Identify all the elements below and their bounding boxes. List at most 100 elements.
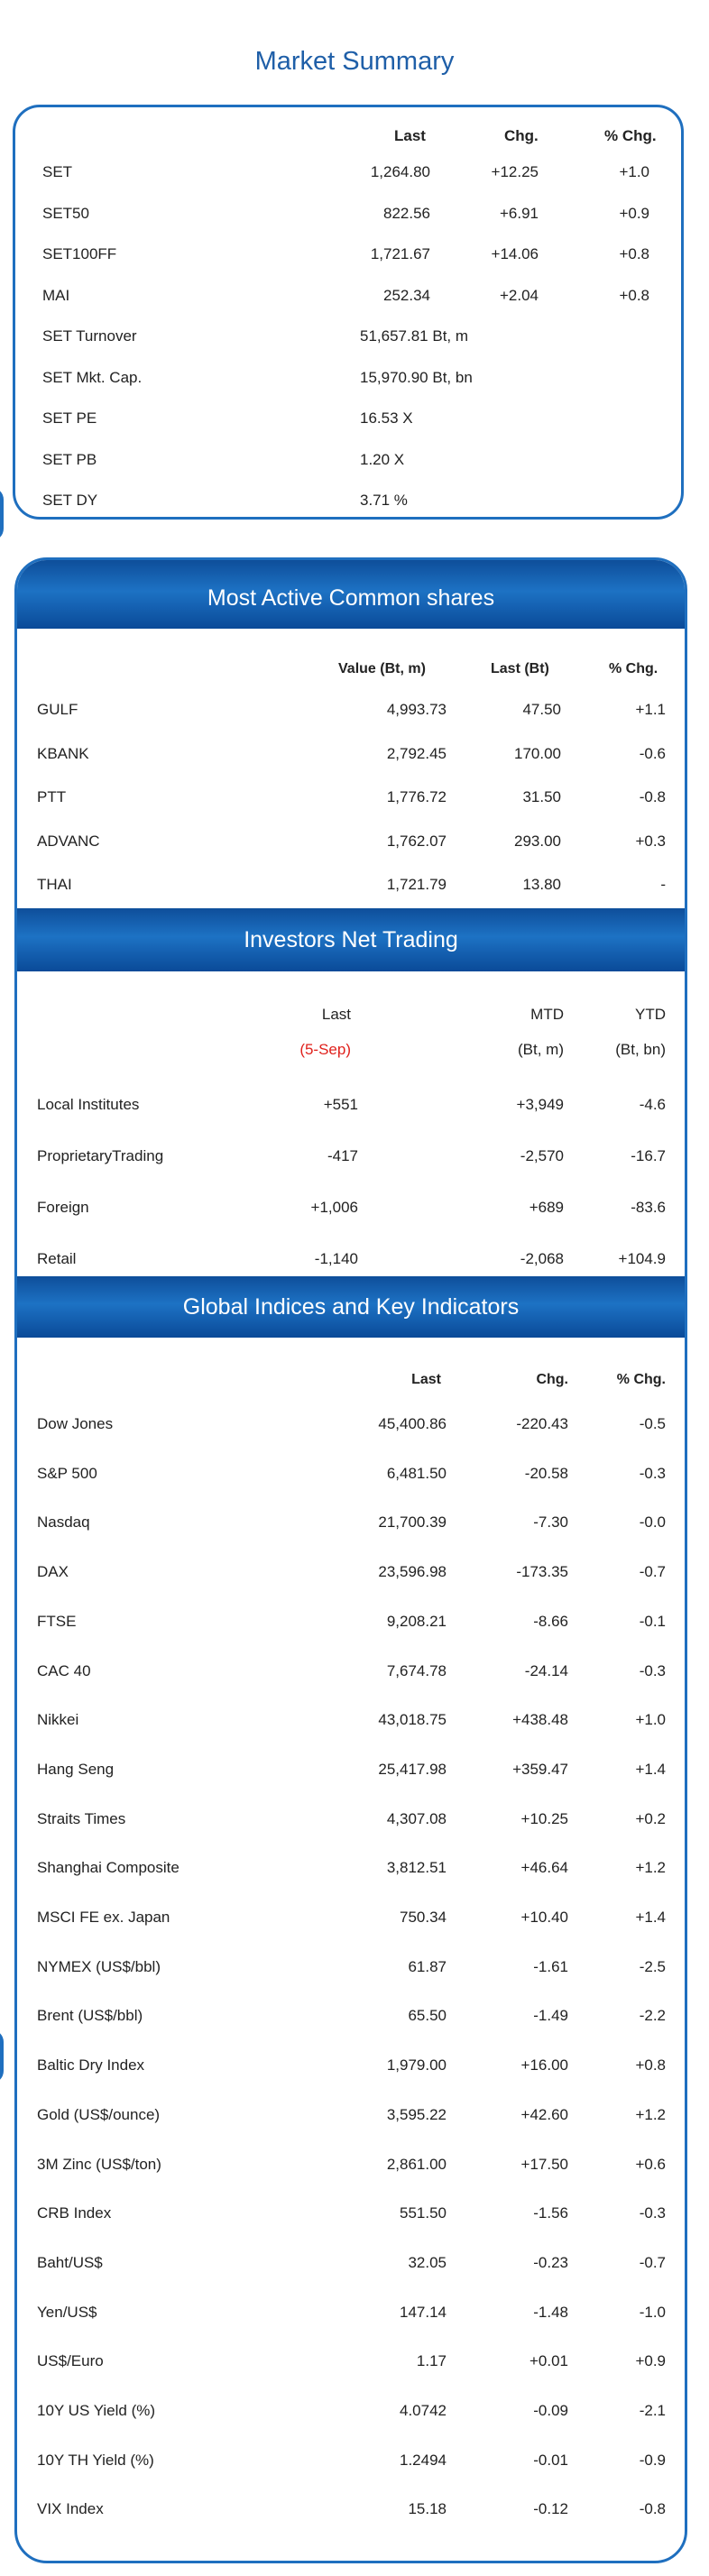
table-row: KBANK 2,792.45 170.00 -0.6: [17, 745, 685, 763]
row-chg: -173.35: [516, 1563, 568, 1581]
row-name: SET Mkt. Cap.: [42, 368, 143, 386]
table-row: CRB Index 551.50 -1.56 -0.3: [17, 2204, 685, 2222]
row-chg: -1.56: [533, 2204, 568, 2222]
market-summary-header: Last Chg. % Chg.: [15, 127, 681, 145]
table-row: SET 1,264.80 +12.25 +1.0: [15, 163, 681, 181]
row-value: 1,721.79: [386, 876, 447, 893]
row-chg: +359.47: [512, 1760, 568, 1778]
header-mtd: MTD: [530, 1006, 564, 1023]
table-row: Nasdaq 21,700.39 -7.30 -0.0: [17, 1513, 685, 1532]
row-pct-chg: -0.3: [639, 1464, 666, 1482]
row-pct-chg: -0.8: [639, 788, 666, 805]
row-last: 4,307.08: [386, 1809, 447, 1827]
row-chg: +14.06: [491, 245, 539, 262]
row-ytd: -4.6: [639, 1096, 666, 1113]
row-last: +1,006: [310, 1199, 358, 1216]
row-name: Local Institutes: [37, 1096, 140, 1113]
row-chg: -0.23: [533, 2253, 568, 2271]
row-last: 31.50: [522, 788, 561, 805]
table-row: Baltic Dry Index 1,979.00 +16.00 +0.8: [17, 2056, 685, 2075]
row-last: 822.56: [383, 204, 430, 222]
row-pct-chg: -1.0: [639, 2303, 666, 2321]
row-value: 1,776.72: [386, 788, 447, 805]
header-ytd: YTD: [635, 1006, 666, 1023]
row-mtd: -2,068: [520, 1250, 564, 1267]
row-last: 1,721.67: [370, 245, 430, 262]
row-name: MAI: [42, 286, 70, 304]
row-chg: +42.60: [520, 2105, 568, 2123]
row-chg: -20.58: [524, 1464, 568, 1482]
row-last: 1,264.80: [370, 163, 430, 180]
table-row: SET PB 1.20 X: [15, 451, 681, 469]
most-active-band: Most Active Common shares: [17, 560, 685, 629]
table-row: SET Turnover 51,657.81 Bt, m: [15, 327, 681, 345]
global-title: Global Indices and Key Indicators: [182, 1294, 520, 1320]
row-name: Gold (US$/ounce): [37, 2105, 161, 2123]
row-name: SET50: [42, 204, 89, 222]
row-last: 170.00: [514, 744, 561, 762]
row-chg: +2.04: [499, 286, 539, 304]
table-row: Dow Jones 45,400.86 -220.43 -0.5: [17, 1415, 685, 1433]
row-name: NYMEX (US$/bbl): [37, 1957, 161, 1975]
global-band: Global Indices and Key Indicators: [17, 1276, 685, 1338]
row-pct-chg: +1.4: [635, 1909, 666, 1926]
row-name: DAX: [37, 1563, 69, 1581]
row-name: VIX Index: [37, 2500, 104, 2518]
row-chg: +6.91: [499, 204, 539, 222]
row-last: 32.05: [408, 2253, 447, 2271]
row-chg: +10.25: [520, 1809, 568, 1827]
row-name: Hang Seng: [37, 1760, 115, 1778]
row-last: 3,595.22: [386, 2105, 447, 2123]
row-chg: -7.30: [533, 1513, 568, 1532]
row-pct-chg: -0.0: [639, 1513, 666, 1532]
row-chg: +0.01: [529, 2352, 568, 2370]
row-mtd: -2,570: [520, 1147, 564, 1164]
row-chg: +46.64: [520, 1859, 568, 1877]
row-pct-chg: +1.4: [635, 1760, 666, 1778]
row-last: 750.34: [400, 1909, 447, 1926]
row-last: 6,481.50: [386, 1464, 447, 1482]
row-name: KBANK: [37, 744, 89, 762]
table-row: VIX Index 15.18 -0.12 -0.8: [17, 2500, 685, 2518]
table-row: SET DY 3.71 %: [15, 492, 681, 510]
row-pct-chg: +1.0: [635, 1711, 666, 1729]
table-row: Brent (US$/bbl) 65.50 -1.49 -2.2: [17, 2007, 685, 2025]
row-mtd: +3,949: [516, 1096, 564, 1113]
row-last: 13.80: [522, 876, 561, 893]
row-last: 25,417.98: [378, 1760, 447, 1778]
row-name: Baltic Dry Index: [37, 2056, 145, 2075]
table-row: ProprietaryTrading -417 -2,570 -16.7: [17, 1147, 685, 1165]
row-last: 51,657.81 Bt, m: [360, 327, 469, 345]
row-pct-chg: -2.2: [639, 2007, 666, 2025]
row-ytd: +104.9: [618, 1250, 666, 1267]
row-last: 3,812.51: [386, 1859, 447, 1877]
row-name: SET DY: [42, 492, 98, 509]
table-row: Straits Times 4,307.08 +10.25 +0.2: [17, 1810, 685, 1828]
table-row: GULF 4,993.73 47.50 +1.1: [17, 701, 685, 719]
table-row: Local Institutes +551 +3,949 -4.6: [17, 1096, 685, 1114]
subheader-date: (5-Sep): [299, 1041, 351, 1058]
row-last: 2,861.00: [386, 2155, 447, 2173]
row-chg: +12.25: [491, 163, 539, 180]
table-row: Shanghai Composite 3,812.51 +46.64 +1.2: [17, 1859, 685, 1877]
row-pct-chg: +0.8: [619, 245, 649, 262]
row-chg: -8.66: [533, 1612, 568, 1630]
row-name: Shanghai Composite: [37, 1859, 180, 1877]
row-last: 147.14: [400, 2303, 447, 2321]
row-name: FTSE: [37, 1612, 77, 1630]
header-chg: Chg.: [504, 127, 539, 144]
row-name: GULF: [37, 701, 78, 718]
table-row: S&P 500 6,481.50 -20.58 -0.3: [17, 1465, 685, 1483]
row-last: 1.2494: [400, 2451, 447, 2469]
row-name: Nikkei: [37, 1711, 79, 1729]
table-row: Yen/US$ 147.14 -1.48 -1.0: [17, 2304, 685, 2322]
row-name: MSCI FE ex. Japan: [37, 1909, 170, 1926]
row-last: 551.50: [400, 2204, 447, 2222]
row-value: 4,993.73: [386, 701, 447, 718]
row-chg: -1.49: [533, 2007, 568, 2025]
row-last: 1.20 X: [360, 450, 405, 468]
table-row: SET100FF 1,721.67 +14.06 +0.8: [15, 245, 681, 263]
edge-decoration: [0, 2029, 4, 2084]
row-last: 23,596.98: [378, 1563, 447, 1581]
row-pct-chg: -0.9: [639, 2451, 666, 2469]
